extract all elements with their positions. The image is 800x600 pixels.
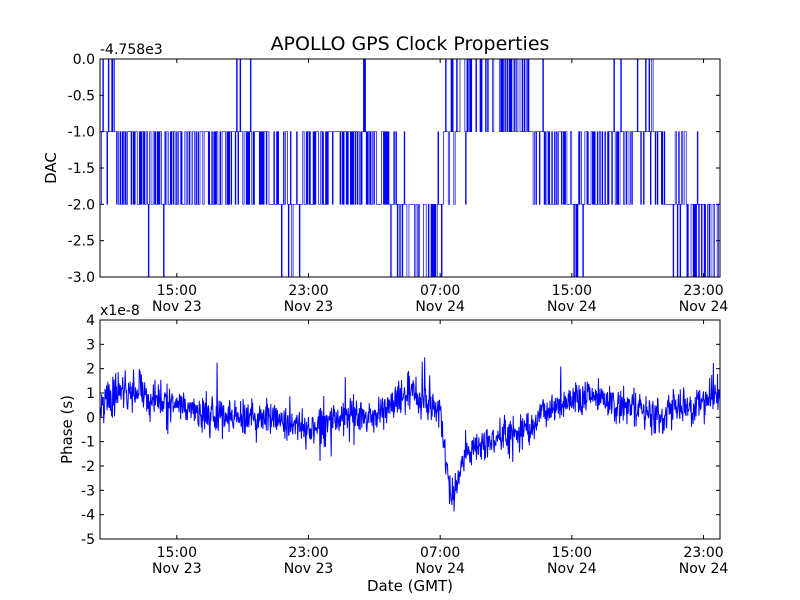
y-tick-label: -1 xyxy=(81,435,95,451)
y-tick-label: 1 xyxy=(86,386,95,402)
dac-axis-label: DAC xyxy=(42,152,60,184)
x-tick-date-label: Nov 23 xyxy=(152,299,202,315)
x-tick-date-label: Nov 24 xyxy=(547,299,597,315)
y-tick-label: -1.0 xyxy=(68,125,95,141)
x-tick-time-label: 23:00 xyxy=(683,545,723,561)
y-tick-label: -2 xyxy=(81,459,95,475)
x-tick-date-label: Nov 23 xyxy=(152,561,202,577)
y-tick-label: -3.0 xyxy=(68,270,95,286)
y-tick-label: -2.0 xyxy=(68,197,95,213)
phase-series-line xyxy=(100,357,720,512)
phase-axis-label: Phase (s) xyxy=(58,395,76,464)
x-tick-time-label: 23:00 xyxy=(288,545,328,561)
y-tick-label: 2 xyxy=(86,362,95,378)
y-tick-label: 0 xyxy=(86,410,95,426)
phase-y-ticks: -5 -4 -3 -2 -1 0 1 2 3 4 xyxy=(81,313,720,548)
y-tick-label: 4 xyxy=(86,313,95,329)
date-axis-label: Date (GMT) xyxy=(367,577,453,595)
x-tick-time-label: 15:00 xyxy=(157,283,197,299)
dac-offset-label: -4.758e3 xyxy=(100,42,163,58)
phase-plot xyxy=(100,357,720,512)
x-tick-time-label: 15:00 xyxy=(552,283,592,299)
x-tick-date-label: Nov 24 xyxy=(415,561,465,577)
x-tick-time-label: 23:00 xyxy=(288,283,328,299)
y-tick-label: -2.5 xyxy=(68,234,95,250)
y-tick-label: 3 xyxy=(86,337,95,353)
x-tick-time-label: 07:00 xyxy=(420,283,460,299)
x-tick-time-label: 15:00 xyxy=(552,545,592,561)
phase-panel: x1e-8 Phase (s) Date (GMT) -5 -4 -3 -2 -1 0 1 2… xyxy=(58,303,728,595)
dac-panel: -4.758e3 DAC -3.0 -2.5 -2.0 -1.5 -1.0 -0.5 0.0… xyxy=(42,42,728,315)
y-tick-label: 0.0 xyxy=(73,52,95,68)
x-tick-time-label: 07:00 xyxy=(420,545,460,561)
x-tick-date-label: Nov 23 xyxy=(284,299,334,315)
y-tick-label: -4 xyxy=(81,508,95,524)
y-tick-label: -3 xyxy=(81,483,95,499)
x-tick-date-label: Nov 24 xyxy=(679,561,729,577)
x-tick-time-label: 15:00 xyxy=(157,545,197,561)
x-tick-date-label: Nov 24 xyxy=(547,561,597,577)
y-tick-label: -1.5 xyxy=(68,161,95,177)
x-tick-date-label: Nov 24 xyxy=(415,299,465,315)
x-tick-date-label: Nov 23 xyxy=(284,561,334,577)
y-tick-label: -5 xyxy=(81,532,95,548)
x-tick-date-label: Nov 24 xyxy=(679,299,729,315)
dac-axes-frame xyxy=(99,58,721,278)
dac-series-line xyxy=(100,59,720,277)
y-tick-label: -0.5 xyxy=(68,88,95,104)
dac-plot xyxy=(100,59,720,277)
chart-title: APOLLO GPS Clock Properties xyxy=(271,33,550,55)
phase-axes-frame xyxy=(99,319,721,540)
phase-offset-label: x1e-8 xyxy=(100,303,140,319)
x-tick-time-label: 23:00 xyxy=(683,283,723,299)
